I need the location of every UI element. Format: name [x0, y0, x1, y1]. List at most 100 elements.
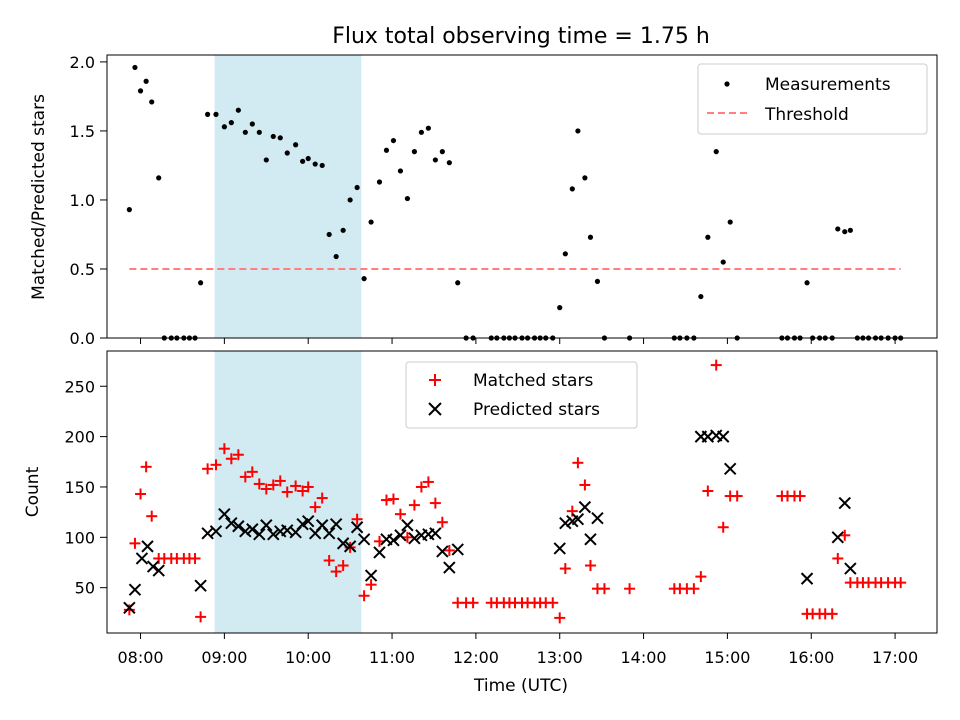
measurement-point [137, 88, 144, 94]
measurement-point [228, 120, 234, 126]
x-tick-label: 12:00 [453, 648, 499, 667]
matched-star-point [598, 583, 610, 595]
y-tick-label: 0.5 [70, 260, 95, 279]
predicted-star-point [838, 496, 851, 510]
matched-star-point [584, 560, 596, 572]
measurement-point [404, 195, 411, 202]
measurement-point [132, 64, 138, 71]
x-tick-label: 10:00 [285, 648, 331, 667]
predicted-star-point [408, 532, 421, 545]
predicted-star-point [302, 515, 315, 528]
matched-star-point [394, 508, 406, 520]
y-tick-label: 150 [64, 478, 95, 497]
predicted-star-point [128, 583, 142, 596]
measurement-point [439, 149, 445, 155]
matched-star-point [467, 597, 479, 609]
measurement-point [582, 175, 588, 181]
predicted-star-point [578, 500, 592, 514]
y-tick-label: 200 [64, 428, 95, 447]
measurement-point [305, 155, 311, 162]
matched-star-point [387, 493, 399, 505]
matched-star-point [415, 481, 427, 493]
measurement-point [277, 135, 283, 141]
predicted-star-point [146, 560, 160, 573]
measurement-point [340, 227, 346, 233]
matched-star-point [408, 499, 420, 511]
measurement-point [242, 129, 248, 135]
top-axes-frame [106, 54, 938, 339]
predicted-star-point [225, 517, 238, 530]
y-tick-label: 2.0 [70, 53, 95, 72]
predicted-star-point [584, 533, 597, 546]
x-tick-label: 13:00 [537, 648, 583, 667]
predicted-star-point [260, 519, 273, 532]
matched-star-point [302, 481, 314, 493]
measurement-point [446, 160, 452, 166]
predicted-star-point [831, 531, 844, 544]
x-tick-label: 08:00 [117, 648, 163, 667]
predicted-star-point [394, 529, 407, 542]
matched-star-point [624, 583, 636, 595]
measurement-point [575, 128, 581, 134]
chart-title: Flux total observing time = 1.75 h [332, 24, 710, 49]
legend-measurements: Measurements [765, 75, 891, 95]
x-tick-label: 11:00 [369, 648, 415, 667]
matched-star-point [702, 485, 714, 497]
matched-star-point [274, 475, 286, 487]
matched-star-point [253, 478, 265, 490]
predicted-star-point [246, 523, 259, 536]
measurement-point [432, 157, 438, 163]
matched-star-point [554, 612, 566, 624]
x-tick-label: 15:00 [704, 648, 750, 667]
predicted-star-point [717, 430, 730, 443]
matched-star-point [731, 490, 743, 502]
matched-star-point [195, 611, 207, 623]
y-tick-label: 50 [75, 579, 95, 598]
measurement-point [847, 227, 853, 233]
matched-star-point [717, 521, 729, 533]
matched-star-point [189, 552, 201, 564]
measurement-point [347, 197, 353, 203]
predicted-star-point [591, 511, 604, 525]
measurement-point [383, 147, 390, 153]
top-panel: Flux total observing time = 1.75 h 0.0 0.… [29, 24, 938, 348]
bottom-y-axis: 50 100 150 200 250 [64, 377, 107, 598]
matched-star-point [794, 490, 806, 502]
matched-star-point [895, 577, 907, 589]
predicted-star-point [239, 525, 252, 538]
measurement-point [300, 158, 306, 164]
measurement-point [705, 234, 711, 240]
predicted-star-point [723, 462, 737, 476]
y-tick-label: 1.5 [70, 122, 95, 141]
measurement-point [804, 280, 810, 286]
matched-star-point [710, 359, 722, 371]
measurement-point [594, 278, 601, 284]
matched-star-point [337, 560, 349, 572]
matched-star-point [330, 566, 342, 578]
matched-star-point [422, 476, 434, 488]
measurement-point [284, 150, 290, 156]
bottom-axes-frame [106, 350, 938, 634]
matched-star-point [232, 449, 244, 461]
bottom-legend-frame [405, 361, 638, 429]
matched-star-point [547, 597, 559, 609]
measurement-point [698, 293, 704, 300]
measurement-point [713, 149, 719, 155]
x-tick-label: 14:00 [621, 648, 667, 667]
predicted-star-point [357, 533, 371, 546]
measurement-point [326, 231, 332, 238]
measurement-point [149, 99, 155, 105]
measurement-point [156, 175, 162, 181]
measurement-point [562, 251, 568, 257]
measurement-point [143, 78, 149, 84]
top-y-axis-label: Matched/Predicted stars [29, 94, 49, 300]
predicted-star-point [429, 527, 442, 540]
y-tick-label: 0.0 [70, 329, 95, 348]
predicted-star-point [218, 507, 231, 521]
predicted-star-point [209, 525, 223, 538]
matched-star-point [429, 497, 441, 509]
predicted-star-point [451, 543, 464, 556]
matched-star-point [688, 583, 700, 595]
measurement-point [376, 179, 383, 185]
predicted-star-point [343, 540, 357, 553]
